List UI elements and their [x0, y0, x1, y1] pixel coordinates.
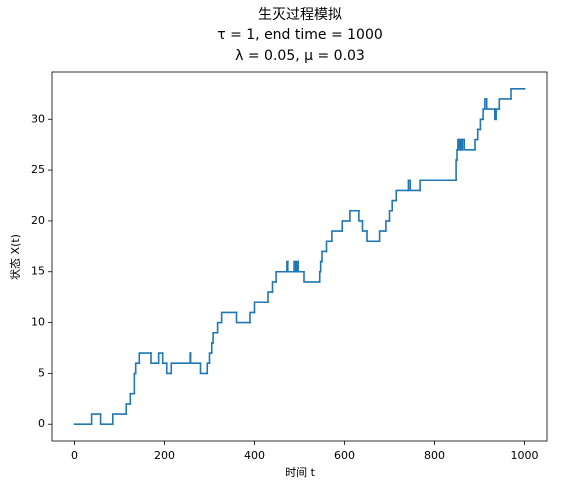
x-tick-label: 400: [244, 449, 265, 462]
step-segment: [267, 291, 274, 304]
step-segment: [331, 230, 344, 243]
step-segment: [485, 98, 496, 110]
step-segment: [235, 311, 251, 324]
chart-subtitle: λ = 0.05, μ = 0.03: [235, 48, 365, 64]
step-segment: [479, 118, 484, 131]
step-segment: [170, 362, 191, 375]
step-segment: [189, 352, 202, 365]
step-segment: [287, 260, 295, 273]
x-tick-label: 800: [424, 449, 445, 462]
step-segment: [157, 352, 164, 365]
step-segment: [208, 352, 213, 365]
step-segment: [125, 403, 132, 415]
step-segment: [361, 220, 368, 232]
x-tick-label: 600: [334, 449, 355, 462]
step-segment: [220, 311, 238, 324]
step-segment: [341, 220, 351, 232]
step-segment: [210, 342, 214, 354]
step-segment: [90, 413, 102, 426]
step-segment: [366, 230, 381, 243]
step-segment: [212, 331, 219, 344]
step-segment: [99, 413, 114, 426]
step-segment: [134, 362, 141, 375]
step-segment: [133, 372, 137, 395]
step-segment: [249, 311, 256, 324]
step-segment: [455, 159, 458, 182]
step-segment: [510, 87, 526, 100]
step-segment: [409, 179, 421, 192]
x-axis-label: 时间 t: [285, 466, 315, 479]
step-segment: [419, 179, 457, 192]
y-tick-label: 30: [31, 112, 45, 125]
step-segment: [325, 240, 333, 253]
step-segment: [150, 352, 160, 365]
chart-subtitle: τ = 1, end time = 1000: [217, 27, 383, 43]
step-segment: [161, 352, 168, 365]
step-segment: [275, 270, 288, 283]
step-segment: [129, 392, 136, 405]
y-axis-label: 状态 X(t): [8, 234, 22, 280]
step-segment: [165, 362, 173, 375]
chart-title: 生灭过程模拟: [258, 7, 342, 23]
step-segment: [395, 189, 410, 202]
step-segment: [388, 209, 393, 222]
step-segment: [378, 230, 387, 243]
y-tick-label: 0: [38, 417, 45, 430]
step-segment: [319, 260, 323, 273]
step-segment: [321, 250, 328, 263]
plot-frame: [51, 71, 548, 442]
y-tick-label: 20: [31, 214, 45, 227]
step-segment: [391, 199, 398, 212]
step-segment: [253, 301, 269, 314]
step-segment: [349, 209, 360, 222]
step-segment: [463, 138, 476, 151]
step-segment: [199, 362, 209, 375]
y-tick-label: 15: [31, 265, 45, 278]
step-segment: [111, 413, 128, 426]
step-segment: [495, 108, 501, 121]
step-segment: [303, 270, 321, 283]
x-tick-label: 200: [154, 449, 175, 462]
x-tick-label: 0: [71, 449, 78, 462]
step-segment: [216, 321, 223, 334]
step-segment: [385, 220, 391, 232]
step-segment: [271, 281, 277, 293]
step-segment: [476, 128, 482, 141]
step-segment: [297, 260, 305, 273]
step-segment: [318, 270, 322, 283]
y-tick-label: 10: [31, 316, 45, 329]
step-segment: [498, 98, 512, 110]
step-segment: [358, 209, 364, 222]
step-segment: [206, 362, 211, 375]
step-segment: [456, 148, 459, 161]
step-segment: [482, 108, 486, 121]
y-tick-label: 25: [31, 163, 45, 176]
step-segment: [474, 138, 479, 151]
y-tick-label: 5: [38, 366, 45, 379]
x-tick-label: 1000: [511, 449, 539, 462]
step-segment: [138, 352, 152, 365]
